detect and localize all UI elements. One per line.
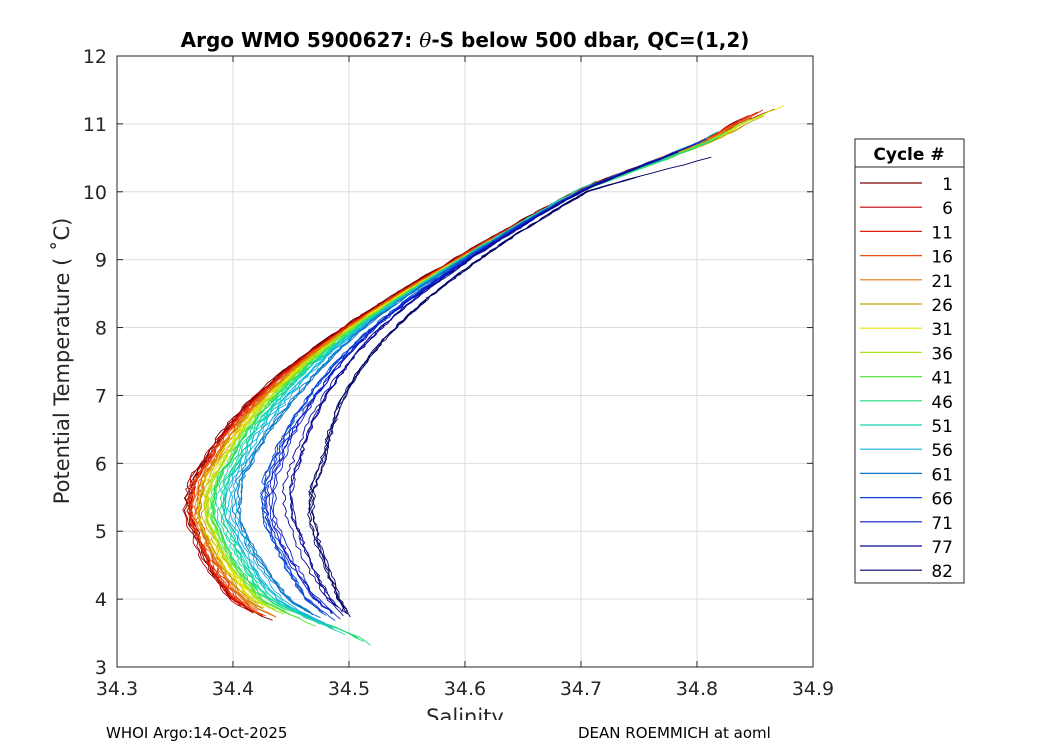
series-line-cycle-61: [236, 152, 680, 611]
x-tick-label: 34.7: [560, 678, 602, 700]
x-tick-label: 34.4: [212, 678, 254, 700]
y-tick-label: 5: [95, 521, 107, 543]
legend-title: Cycle #: [873, 145, 944, 165]
y-tick-label: 4: [95, 589, 107, 611]
x-tick-label: 34.8: [676, 678, 718, 700]
chart-title: Argo WMO 5900627: θ-S below 500 dbar, QC…: [181, 28, 750, 52]
legend-entry-label: 16: [931, 248, 953, 268]
legend-entry-label: 41: [931, 369, 953, 389]
legend-entry-label: 21: [931, 272, 953, 292]
legend-entry-label: 6: [942, 199, 953, 219]
y-tick-label: 9: [95, 250, 107, 272]
chart-title-suffix: -S below 500 dbar, QC=(1,2): [431, 28, 749, 52]
legend-entry-label: 36: [931, 344, 953, 364]
y-tick-label: 10: [83, 182, 107, 204]
footer-author: DEAN ROEMMICH at aoml: [578, 724, 771, 742]
legend-entry-label: 11: [931, 223, 953, 243]
y-tick-label: 12: [83, 46, 107, 68]
legend-entry-label: 31: [931, 320, 953, 340]
theta-s-chart: 34.3 34.4 34.5 34.6 34.7 34.8 34.9345678910111…: [50, 28, 965, 720]
legend-box: [854, 138, 965, 584]
legend-entry-label: 82: [931, 562, 953, 582]
series-line-cycle-77: [289, 160, 656, 606]
legend-entry-label: 1: [942, 175, 953, 195]
legend-entry-label: 56: [931, 441, 953, 461]
x-tick-label: 34.9: [792, 678, 834, 700]
series-line-cycle-77: [289, 147, 687, 607]
legend-entry-label: 66: [931, 490, 953, 510]
series-line-cycle-1: [183, 128, 727, 606]
x-tick-label: 34.6: [444, 678, 486, 700]
y-tick-label: 3: [95, 657, 107, 679]
y-tick-label: 11: [83, 114, 107, 136]
y-tick-label: 6: [95, 453, 107, 475]
y-axis-label: Potential Temperature ( ˚C): [50, 218, 74, 505]
y-tick-label: 7: [95, 385, 107, 407]
y-tick-label: 8: [95, 318, 107, 340]
x-axis-label: Salinity: [426, 705, 504, 720]
legend-entry-label: 61: [931, 465, 953, 485]
x-tick-label: 34.5: [328, 678, 370, 700]
series-line-cycle-82: [308, 177, 636, 615]
legend-entry-label: 77: [931, 538, 953, 558]
series-line-cycle-82: [310, 184, 610, 618]
legend-entry-label: 26: [931, 296, 953, 316]
legend-entry-label: 51: [931, 417, 953, 437]
legend-entry-label: 46: [931, 393, 953, 413]
x-tick-label: 34.3: [96, 678, 138, 700]
series-lines: [182, 105, 785, 646]
chart-title-theta-symbol: θ: [419, 28, 431, 52]
legend-entry-label: 71: [931, 514, 953, 534]
axes: 34.3 34.4 34.5 34.6 34.7 34.8 34.9 3 4 5 6 7 8 9 10 11 1…: [83, 46, 834, 700]
footer-credit: WHOI Argo:14-Oct-2025: [106, 724, 288, 742]
chart-title-prefix: Argo WMO 5900627:: [181, 28, 420, 52]
